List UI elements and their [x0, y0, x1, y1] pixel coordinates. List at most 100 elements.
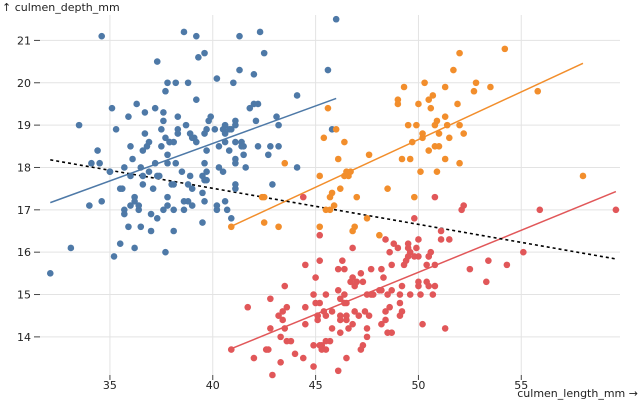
- data-point-blue: [162, 134, 169, 142]
- data-point-blue: [75, 121, 83, 129]
- data-point-blue: [127, 172, 134, 180]
- data-point-red: [299, 354, 307, 362]
- data-point-blue: [264, 151, 272, 159]
- data-point-blue: [254, 142, 262, 150]
- data-point-red: [310, 363, 317, 370]
- trendline-orange: [230, 62, 584, 228]
- data-point-red: [382, 316, 389, 324]
- data-point-red: [349, 244, 356, 252]
- data-point-blue: [116, 240, 124, 248]
- data-point-blue: [137, 164, 145, 171]
- data-point-red: [322, 312, 330, 320]
- data-point-red: [419, 320, 426, 328]
- y-tick-label: 18: [17, 161, 31, 174]
- data-point-blue: [269, 181, 276, 188]
- data-point-red: [345, 325, 352, 332]
- data-point-blue: [137, 223, 145, 231]
- data-point-blue: [153, 214, 161, 222]
- data-point-red: [411, 214, 418, 222]
- data-point-blue: [164, 79, 171, 87]
- data-point-blue: [160, 117, 167, 125]
- data-point-blue: [125, 113, 132, 120]
- data-point-blue: [153, 58, 161, 65]
- gridlines: [40, 15, 620, 375]
- data-point-blue: [260, 49, 268, 57]
- data-point-orange: [411, 193, 418, 201]
- data-point-blue: [275, 121, 282, 129]
- data-point-blue: [172, 159, 180, 167]
- data-point-red: [378, 286, 385, 294]
- data-point-red: [388, 261, 396, 269]
- data-point-blue: [201, 198, 208, 205]
- data-point-orange: [281, 159, 289, 167]
- axis-ticks: 14 15 16 17 18 19 20 21 35 40 45 50 55: [17, 34, 528, 392]
- data-point-orange: [435, 142, 443, 150]
- data-point-red: [349, 274, 356, 281]
- data-point-red: [279, 316, 286, 324]
- data-point-blue: [168, 181, 175, 188]
- data-point-red: [384, 291, 391, 298]
- data-point-blue: [186, 172, 194, 180]
- data-point-red: [396, 291, 404, 298]
- data-point-orange: [445, 134, 453, 142]
- data-point-blue: [242, 164, 249, 171]
- data-point-orange: [427, 104, 435, 112]
- data-point-blue: [143, 142, 151, 150]
- data-point-orange: [456, 159, 463, 167]
- data-point-blue: [127, 142, 134, 150]
- data-point-red: [302, 303, 309, 311]
- data-point-blue: [332, 15, 340, 23]
- data-point-red: [437, 236, 445, 243]
- data-point-red: [396, 299, 404, 307]
- data-point-orange: [425, 147, 433, 154]
- data-point-red: [291, 350, 299, 358]
- data-point-blue: [149, 185, 157, 192]
- data-point-blue: [88, 159, 95, 167]
- data-point-blue: [232, 159, 239, 167]
- data-point-red: [299, 193, 307, 201]
- data-point-red: [336, 329, 344, 336]
- data-point-blue: [133, 100, 140, 108]
- data-point-blue: [162, 87, 169, 95]
- data-point-blue: [203, 176, 210, 184]
- data-point-blue: [236, 66, 243, 74]
- data-point-orange: [384, 185, 391, 192]
- data-point-orange: [320, 134, 328, 142]
- data-point-blue: [178, 168, 186, 176]
- data-point-blue: [118, 185, 126, 192]
- data-point-red: [363, 333, 371, 341]
- data-point-blue: [160, 206, 167, 214]
- data-point-blue: [252, 117, 260, 125]
- data-point-orange: [336, 185, 344, 192]
- data-point-red: [336, 316, 344, 324]
- data-point-blue: [199, 219, 206, 226]
- data-point-orange: [334, 155, 342, 163]
- data-point-orange: [349, 227, 356, 235]
- data-point-blue: [240, 142, 247, 150]
- data-point-blue: [207, 113, 215, 120]
- data-point-orange: [400, 83, 408, 91]
- data-point-blue: [324, 66, 332, 74]
- data-point-blue: [174, 130, 182, 137]
- data-point-red: [431, 261, 439, 269]
- data-point-red: [343, 354, 350, 362]
- data-point-red: [425, 282, 433, 290]
- data-point-red: [363, 291, 371, 298]
- data-point-blue: [203, 126, 210, 133]
- data-point-orange: [341, 138, 348, 146]
- data-point-orange: [275, 223, 282, 231]
- x-tick-label: 55: [514, 379, 528, 392]
- data-point-orange: [501, 45, 509, 53]
- data-point-blue: [158, 126, 165, 133]
- data-point-blue: [86, 202, 93, 209]
- data-point-blue: [227, 214, 235, 222]
- data-point-blue: [108, 104, 116, 112]
- data-point-red: [339, 257, 346, 264]
- data-point-red: [415, 278, 422, 286]
- data-point-red: [415, 236, 422, 243]
- data-point-red: [413, 244, 420, 252]
- data-point-red: [269, 371, 276, 379]
- data-point-orange: [534, 87, 542, 95]
- data-point-orange: [429, 92, 437, 99]
- data-point-red: [382, 236, 389, 243]
